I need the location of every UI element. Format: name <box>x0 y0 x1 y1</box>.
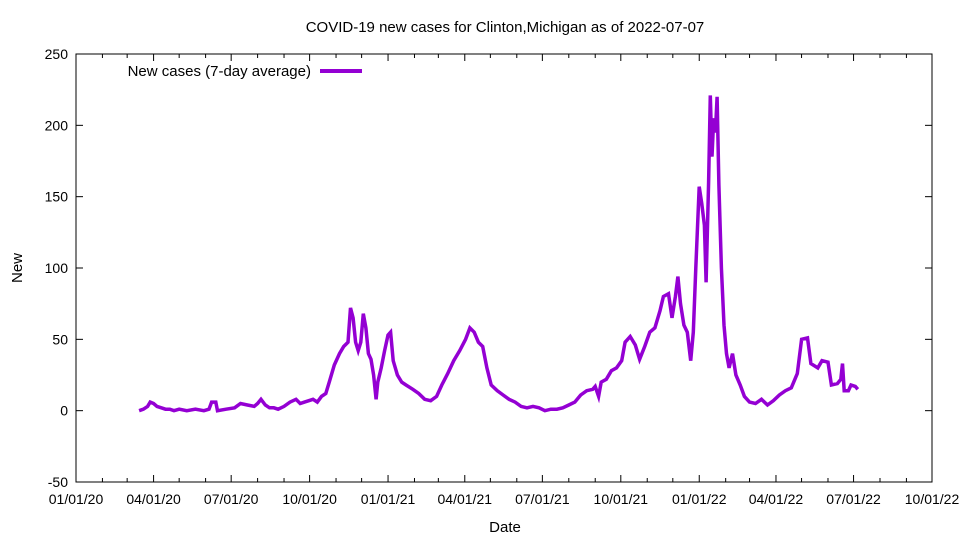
x-tick-label: 07/01/21 <box>515 491 570 507</box>
y-tick-label: 50 <box>52 331 68 347</box>
x-axis: 01/01/20 04/01/20 07/01/20 10/01/20 01/01/21… <box>49 54 960 507</box>
y-tick-label: 200 <box>45 117 69 133</box>
x-tick-label: 01/01/21 <box>361 491 416 507</box>
x-tick-label: 10/01/22 <box>905 491 960 507</box>
y-axis-title: New <box>9 253 26 283</box>
x-tick-label: 04/01/20 <box>126 491 181 507</box>
x-tick-label: 01/01/22 <box>672 491 727 507</box>
x-tick-label: 07/01/22 <box>826 491 881 507</box>
plot-frame <box>75 53 933 483</box>
y-tick-label: 100 <box>45 260 69 276</box>
plot-area <box>75 53 933 483</box>
y-tick-label: 250 <box>45 46 69 62</box>
y-tick-label: 150 <box>45 189 69 205</box>
x-axis-title: Date <box>489 519 521 536</box>
series-line <box>138 95 860 413</box>
x-tick-label: 04/01/22 <box>749 491 804 507</box>
y-tick-label: -50 <box>48 474 68 490</box>
x-tick-label: 01/01/20 <box>49 491 104 507</box>
x-tick-label: 07/01/20 <box>204 491 259 507</box>
x-tick-label: 10/01/21 <box>594 491 649 507</box>
y-tick-label: 0 <box>60 403 68 419</box>
chart-title: COVID-19 new cases for Clinton,Michigan … <box>306 19 705 36</box>
x-tick-label: 04/01/21 <box>438 491 493 507</box>
x-tick-label: 10/01/20 <box>282 491 337 507</box>
y-axis: -50 0 50 100 150 200 250 <box>45 46 932 490</box>
legend: New cases (7-day average) <box>128 63 362 80</box>
legend-label: New cases (7-day average) <box>128 63 311 80</box>
